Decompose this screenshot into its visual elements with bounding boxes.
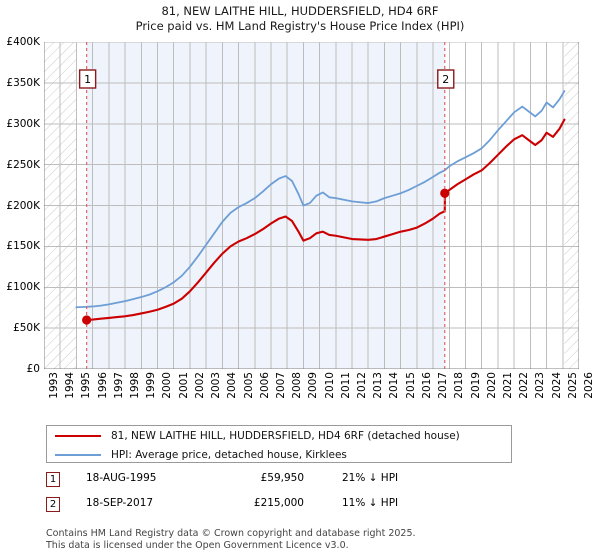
transaction-price: £59,950 — [260, 472, 304, 484]
transaction-price: £215,000 — [253, 497, 304, 509]
y-axis-tick-label: £300K — [6, 117, 40, 130]
legend-label-hpi: HPI: Average price, detached house, Kirk… — [111, 448, 347, 461]
x-axis-tick-label: 2008 — [291, 372, 304, 399]
x-axis-tick-label: 2016 — [420, 372, 433, 399]
page-title: 81, NEW LAITHE HILL, HUDDERSFIELD, HD4 6… — [0, 4, 600, 34]
x-axis-tick-label: 2005 — [242, 372, 255, 399]
legend-swatch-property — [55, 434, 101, 437]
footer-line-1: Contains HM Land Registry data © Crown c… — [46, 528, 416, 539]
x-axis-labels: 1993 1994 1995 1996 1997 1998 1999 2000 2001 2002… — [44, 372, 595, 412]
legend-swatch-hpi — [55, 453, 101, 456]
x-axis-tick-label: 2012 — [356, 372, 369, 399]
x-axis-tick-label: 2013 — [372, 372, 385, 399]
x-axis-tick-label: 1998 — [129, 372, 142, 399]
legend-item-hpi: HPI: Average price, detached house, Kirk… — [55, 445, 347, 464]
y-axis-tick-label: £400K — [6, 36, 40, 48]
x-axis-tick-label: 1995 — [80, 372, 93, 399]
transaction-badge: 1 — [46, 472, 60, 487]
x-axis-tick-label: 1993 — [48, 372, 60, 399]
x-axis-tick-label: 2001 — [177, 372, 190, 399]
svg-text:1: 1 — [84, 73, 91, 86]
x-axis-tick-label: 2022 — [518, 372, 531, 399]
x-axis-tick-label: 2010 — [323, 372, 336, 399]
transaction-date: 18-SEP-2017 — [86, 497, 154, 509]
y-axis-tick-label: £250K — [6, 158, 40, 171]
x-axis-tick-label: 2011 — [339, 372, 352, 399]
x-axis-tick-label: 2025 — [566, 372, 579, 399]
title-line-1: 81, NEW LAITHE HILL, HUDDERSFIELD, HD4 6… — [161, 4, 439, 18]
y-axis-tick-label: £200K — [6, 199, 40, 212]
svg-text:2: 2 — [442, 73, 449, 86]
x-axis-tick-label: 2009 — [307, 372, 320, 399]
x-axis-tick-label: 2004 — [226, 372, 239, 399]
y-axis-tick-label: £100K — [6, 281, 40, 294]
y-axis-tick-label: £50K — [13, 322, 40, 335]
title-line-2: Price paid vs. HM Land Registry's House … — [135, 19, 465, 33]
x-axis-tick-label: 2021 — [501, 372, 514, 399]
x-axis-tick-label: 2018 — [453, 372, 466, 399]
transaction-row: 2 18-SEP-2017 £215,000 11% ↓ HPI — [46, 497, 506, 515]
legend-label-property: 81, NEW LAITHE HILL, HUDDERSFIELD, HD4 6… — [111, 429, 460, 442]
footer-attribution: Contains HM Land Registry data © Crown c… — [46, 528, 586, 551]
x-axis-tick-label: 2017 — [437, 372, 450, 399]
x-axis-tick-label: 2007 — [274, 372, 287, 399]
x-axis-tick-label: 2020 — [485, 372, 498, 399]
x-axis-tick-label: 1996 — [96, 372, 109, 399]
transaction-row: 1 18-AUG-1995 £59,950 21% ↓ HPI — [46, 472, 506, 490]
transaction-delta: 11% ↓ HPI — [342, 497, 399, 509]
y-axis-tick-label: £150K — [6, 240, 40, 253]
transaction-delta: 21% ↓ HPI — [342, 472, 399, 484]
x-axis-tick-label: 2026 — [583, 372, 595, 399]
y-axis-tick-label: £0 — [26, 363, 40, 375]
footer-line-2: This data is licensed under the Open Gov… — [46, 539, 349, 551]
y-axis-labels: £0 £50K £100K £150K £200K £250K £300K £350K £400… — [0, 36, 42, 375]
x-axis-tick-label: 2002 — [193, 372, 206, 399]
x-axis-tick-label: 2000 — [161, 372, 174, 399]
x-axis-tick-label: 1997 — [112, 372, 125, 399]
x-axis-tick-label: 2023 — [534, 372, 547, 399]
legend-item-property: 81, NEW LAITHE HILL, HUDDERSFIELD, HD4 6… — [55, 426, 460, 445]
chart-legend: 81, NEW LAITHE HILL, HUDDERSFIELD, HD4 6… — [46, 425, 512, 463]
transaction-badge: 2 — [46, 497, 60, 512]
x-axis-tick-label: 2003 — [210, 372, 223, 399]
x-axis-tick-label: 1999 — [145, 372, 158, 399]
x-axis-tick-label: 2014 — [388, 372, 401, 399]
x-axis-tick-label: 2015 — [404, 372, 417, 399]
transaction-date: 18-AUG-1995 — [86, 472, 157, 484]
x-axis-tick-label: 2024 — [550, 372, 563, 399]
x-axis-tick-label: 2019 — [469, 372, 482, 399]
x-axis-tick-label: 1994 — [64, 372, 77, 399]
x-axis-tick-label: 2006 — [258, 372, 271, 399]
y-axis-tick-label: £350K — [6, 76, 40, 89]
